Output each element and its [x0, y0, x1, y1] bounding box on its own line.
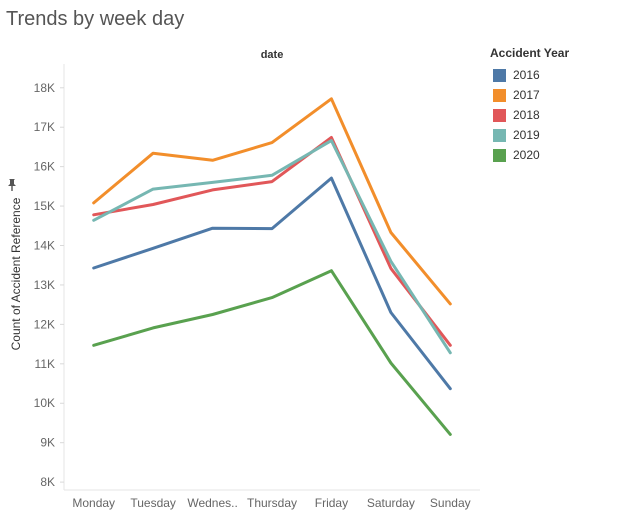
- legend-swatch: [493, 108, 506, 122]
- legend-label: 2019: [513, 128, 540, 142]
- y-tick-label: 9K: [40, 436, 55, 450]
- series-line-2017[interactable]: [92, 97, 452, 306]
- legend-label: 2018: [513, 108, 540, 122]
- legend-item-2016[interactable]: 2016: [490, 65, 625, 85]
- legend-swatch: [493, 148, 506, 162]
- series-lines: [92, 97, 452, 436]
- legend-label: 2016: [513, 68, 540, 82]
- y-tick-label: 14K: [34, 239, 55, 253]
- legend-item-2018[interactable]: 2018: [490, 105, 625, 125]
- pin-icon[interactable]: [6, 178, 18, 192]
- y-tick-label: 18K: [34, 81, 55, 95]
- x-tick-label: Wednes..: [187, 496, 237, 510]
- y-tick-label: 8K: [40, 475, 55, 489]
- legend: Accident Year 2016 2017 2018 2019 2020: [490, 46, 625, 165]
- y-tick-label: 11K: [35, 357, 55, 371]
- legend-item-2020[interactable]: 2020: [490, 145, 625, 165]
- legend-label: 2020: [513, 148, 540, 162]
- column-header: date: [261, 49, 284, 61]
- y-axis-title: Count of Accident Reference: [9, 197, 23, 350]
- legend-label: 2017: [513, 88, 540, 102]
- y-tick-label: 12K: [34, 317, 55, 331]
- y-tick-label: 10K: [34, 396, 55, 410]
- legend-swatch: [493, 88, 506, 102]
- y-tick-label: 13K: [34, 278, 55, 292]
- x-tick-label: Tuesday: [130, 496, 176, 510]
- legend-swatch: [493, 128, 506, 142]
- y-tick-label: 15K: [34, 199, 55, 213]
- series-line-2020[interactable]: [92, 269, 452, 436]
- legend-items: 2016 2017 2018 2019 2020: [490, 65, 625, 165]
- series-line-2019[interactable]: [92, 139, 452, 355]
- y-tick-label: 17K: [34, 120, 55, 134]
- y-tick-label: 16K: [34, 160, 55, 174]
- legend-item-2019[interactable]: 2019: [490, 125, 625, 145]
- x-tick-label: Thursday: [247, 496, 297, 510]
- x-tick-label: Sunday: [430, 496, 471, 510]
- axes: date 8K 9K 10K 11K 12K 13K 14K 15K 16K 17K 18K Count…: [9, 49, 480, 510]
- legend-title: Accident Year: [490, 46, 570, 60]
- x-tick-label: Monday: [72, 496, 115, 510]
- legend-swatch: [493, 68, 506, 82]
- x-tick-label: Friday: [315, 496, 348, 510]
- legend-item-2017[interactable]: 2017: [490, 85, 625, 105]
- series-line-2018[interactable]: [92, 136, 452, 347]
- x-tick-label: Saturday: [367, 496, 415, 510]
- page-title: Trends by week day: [6, 8, 185, 30]
- series-line-2016[interactable]: [92, 176, 452, 391]
